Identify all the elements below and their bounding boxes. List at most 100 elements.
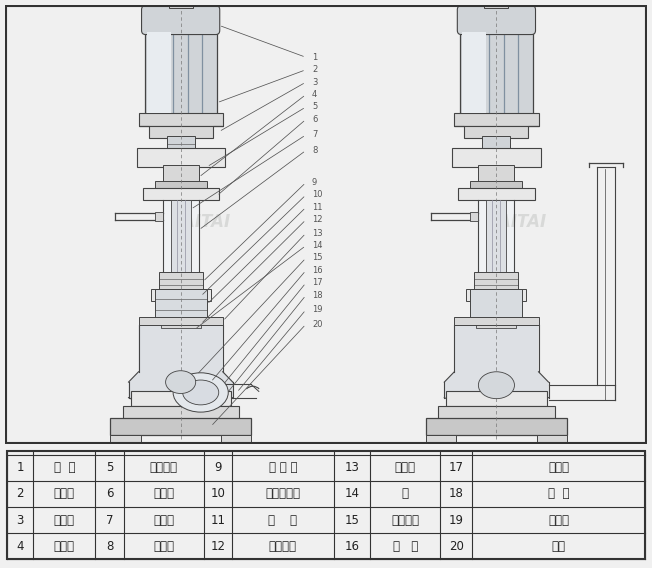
Bar (147, 32, 171, 113)
Bar (155, 289, 207, 320)
Text: 叶轮螺母: 叶轮螺母 (391, 513, 419, 527)
Text: 8: 8 (106, 540, 113, 553)
Text: 底盘: 底盘 (552, 540, 565, 553)
Text: 7: 7 (106, 513, 113, 527)
Text: 加长轴: 加长轴 (153, 513, 174, 527)
Polygon shape (128, 325, 233, 406)
Text: 2: 2 (16, 487, 24, 500)
Bar (158, 273, 203, 291)
Text: 4: 4 (16, 540, 24, 553)
Text: 13: 13 (345, 461, 359, 474)
Text: 7: 7 (312, 131, 318, 139)
Bar (477, 318, 516, 328)
Bar (151, 289, 211, 302)
Text: 17: 17 (312, 278, 323, 287)
Text: 19: 19 (449, 513, 464, 527)
Bar (482, 136, 511, 151)
Bar (145, 31, 216, 115)
Bar (143, 187, 218, 200)
Bar (167, 136, 195, 151)
Bar (138, 113, 223, 126)
Text: 10: 10 (312, 190, 323, 199)
Bar (486, 200, 507, 322)
Bar (470, 181, 522, 190)
Polygon shape (138, 126, 223, 138)
Bar (462, 32, 486, 113)
Polygon shape (454, 126, 539, 138)
Text: 8: 8 (312, 146, 318, 155)
Bar (110, 435, 141, 449)
FancyBboxPatch shape (141, 6, 220, 35)
Bar (458, 187, 535, 200)
Text: 9: 9 (312, 178, 318, 187)
Ellipse shape (173, 373, 228, 412)
Text: 泵  体: 泵 体 (548, 487, 569, 500)
Text: 机械密封: 机械密封 (269, 540, 297, 553)
Bar (479, 165, 514, 186)
Text: 支撑管: 支撑管 (153, 540, 174, 553)
Bar (460, 31, 533, 115)
Text: 20: 20 (312, 320, 323, 329)
Text: 14: 14 (312, 241, 323, 250)
Bar (162, 200, 199, 322)
Text: 下 轴 承: 下 轴 承 (269, 461, 297, 474)
Text: 18: 18 (312, 291, 323, 300)
Text: 联轴器: 联轴器 (54, 487, 75, 500)
Text: 18: 18 (449, 487, 464, 500)
Text: 上轴承坐: 上轴承坐 (149, 461, 177, 474)
Bar (169, 0, 193, 7)
Text: 15: 15 (312, 253, 323, 262)
Text: 6: 6 (106, 487, 113, 500)
Text: 14: 14 (344, 487, 359, 500)
Bar (447, 391, 546, 406)
Text: 键: 键 (402, 487, 409, 500)
Text: 上轴承: 上轴承 (54, 540, 75, 553)
Bar (466, 289, 527, 302)
Bar (470, 212, 479, 221)
Text: 19: 19 (312, 305, 323, 314)
Text: 9: 9 (214, 461, 222, 474)
Bar (160, 318, 201, 328)
Text: 出水管: 出水管 (548, 513, 569, 527)
Ellipse shape (166, 371, 196, 394)
Text: SAITAI: SAITAI (486, 213, 546, 231)
Bar (171, 200, 190, 322)
Polygon shape (444, 325, 548, 406)
Text: 15: 15 (345, 513, 359, 527)
Text: 安装盘: 安装盘 (153, 487, 174, 500)
Text: 5: 5 (312, 102, 318, 111)
Text: 后盖板: 后盖板 (394, 461, 416, 474)
Text: 20: 20 (449, 540, 464, 553)
Text: 13: 13 (312, 229, 323, 237)
Text: 16: 16 (312, 266, 323, 275)
Text: 12: 12 (312, 215, 323, 224)
FancyBboxPatch shape (457, 6, 535, 35)
Text: 11: 11 (312, 203, 323, 212)
Bar (452, 148, 541, 167)
Text: 密封环: 密封环 (548, 461, 569, 474)
Bar (155, 181, 207, 190)
Bar (130, 391, 231, 406)
Bar (438, 406, 555, 420)
Bar (479, 200, 514, 322)
Text: 2: 2 (312, 65, 318, 74)
Bar (136, 148, 225, 167)
Bar (110, 418, 251, 435)
Text: 11: 11 (210, 513, 225, 527)
Text: 12: 12 (210, 540, 225, 553)
Bar (426, 435, 456, 449)
Ellipse shape (479, 372, 514, 399)
Bar (426, 418, 567, 435)
Text: 上机械密封: 上机械密封 (265, 487, 301, 500)
Text: SAITAI: SAITAI (171, 213, 231, 231)
Text: 电机坐: 电机坐 (54, 513, 75, 527)
Text: 电  机: 电 机 (53, 461, 75, 474)
Bar (138, 317, 223, 325)
Text: 3: 3 (16, 513, 24, 527)
Text: 10: 10 (211, 487, 225, 500)
Bar (454, 317, 539, 325)
Text: 4: 4 (312, 90, 318, 99)
Text: 16: 16 (344, 540, 359, 553)
Bar (162, 165, 199, 186)
Bar (221, 435, 251, 449)
